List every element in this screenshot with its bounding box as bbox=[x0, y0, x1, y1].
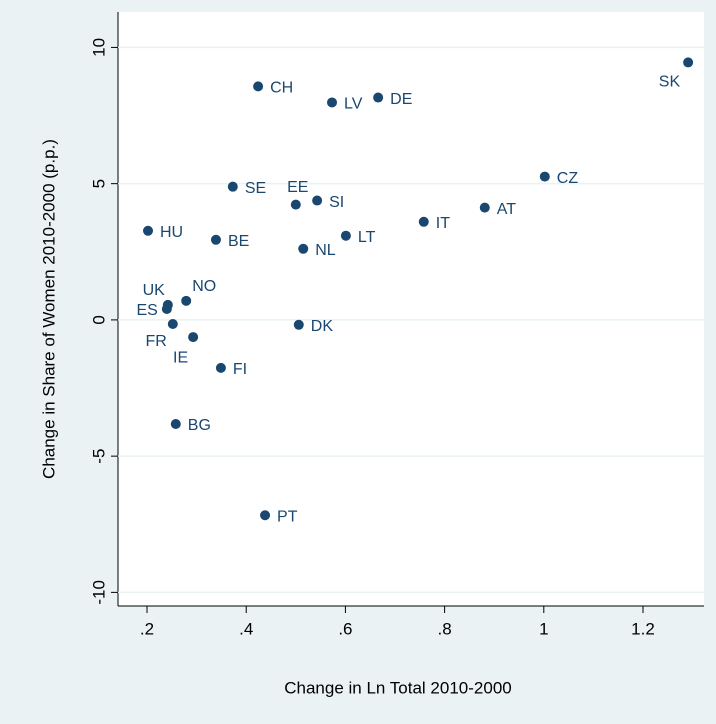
point-label: PT bbox=[277, 508, 298, 525]
plot-area bbox=[118, 12, 704, 606]
point bbox=[181, 295, 192, 306]
point bbox=[227, 181, 238, 192]
point bbox=[479, 202, 490, 213]
y-tick-label: 10 bbox=[89, 38, 108, 57]
point-label: NO bbox=[192, 278, 216, 295]
x-tick-label: .6 bbox=[338, 619, 352, 638]
point bbox=[539, 171, 550, 182]
point bbox=[298, 243, 309, 254]
point bbox=[683, 57, 694, 68]
point-label: UK bbox=[143, 282, 166, 299]
point-label: LV bbox=[344, 96, 363, 113]
point bbox=[170, 418, 181, 429]
x-axis-title: Change in Ln Total 2010-2000 bbox=[284, 678, 511, 697]
point-label: FI bbox=[233, 361, 247, 378]
x-tick-label: 1 bbox=[539, 619, 548, 638]
point bbox=[215, 362, 226, 373]
point bbox=[260, 510, 271, 521]
point bbox=[293, 319, 304, 330]
y-tick-label: -10 bbox=[89, 580, 108, 605]
point-label: SE bbox=[245, 180, 266, 197]
y-tick-label: 5 bbox=[89, 179, 108, 188]
point bbox=[188, 332, 199, 343]
point-label: CZ bbox=[557, 170, 579, 187]
x-tick-label: .4 bbox=[239, 619, 253, 638]
point bbox=[167, 318, 178, 329]
point bbox=[340, 230, 351, 241]
point bbox=[418, 216, 429, 227]
point-label: CH bbox=[270, 80, 293, 97]
y-axis-title: Change in Share of Women 2010-2000 (p.p.… bbox=[39, 139, 58, 479]
x-tick-label: .8 bbox=[438, 619, 452, 638]
x-tick-label: 1.2 bbox=[631, 619, 655, 638]
x-tick-label: .2 bbox=[140, 619, 154, 638]
point-label: SI bbox=[329, 194, 344, 211]
point-label: LT bbox=[358, 229, 376, 246]
point bbox=[143, 225, 154, 236]
point-label: EE bbox=[287, 179, 308, 196]
point bbox=[253, 81, 264, 92]
point bbox=[161, 304, 172, 314]
point-label: BE bbox=[228, 233, 249, 250]
point-label: IT bbox=[436, 215, 450, 232]
point bbox=[373, 92, 384, 103]
point-label: HU bbox=[160, 224, 183, 241]
point-label: AT bbox=[497, 201, 516, 218]
point bbox=[290, 199, 301, 210]
point bbox=[210, 234, 221, 245]
point-label: FR bbox=[145, 333, 166, 350]
point-label: DE bbox=[390, 91, 412, 108]
point bbox=[312, 195, 323, 206]
point-label: SK bbox=[659, 74, 681, 91]
point-label: BG bbox=[188, 417, 211, 434]
point-label: NL bbox=[315, 242, 336, 259]
point-label: IE bbox=[173, 349, 188, 366]
point-label: ES bbox=[137, 302, 158, 319]
y-tick-label: -5 bbox=[89, 449, 108, 464]
point-label: DK bbox=[311, 318, 334, 335]
y-tick-label: 0 bbox=[89, 315, 108, 324]
point bbox=[327, 97, 338, 108]
